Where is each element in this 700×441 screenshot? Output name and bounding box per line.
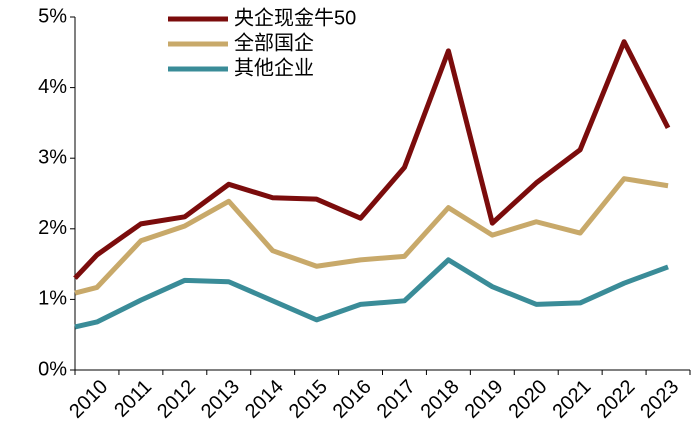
x-tick-label: 2018 — [417, 376, 464, 423]
y-tick-label: 1% — [38, 288, 67, 310]
x-tick-label: 2022 — [592, 376, 639, 423]
x-tick-label: 2021 — [548, 376, 595, 423]
y-tick-label: 2% — [38, 217, 67, 239]
legend-label: 央企现金牛50 — [234, 6, 356, 29]
line-series — [73, 39, 671, 280]
y-tick-label: 5% — [38, 5, 67, 27]
legend-label: 其他企业 — [234, 56, 314, 79]
x-tick-label: 2016 — [329, 376, 376, 423]
line-series — [74, 176, 669, 296]
x-tick-label: 2017 — [373, 376, 420, 423]
y-tick-label: 3% — [38, 146, 67, 168]
x-tick-label: 2013 — [197, 376, 244, 423]
legend-label: 全部国企 — [234, 31, 314, 54]
line-series — [74, 257, 669, 330]
x-tick-label: 2019 — [461, 376, 508, 423]
x-tick-label: 2023 — [636, 376, 683, 423]
x-tick-label: 2014 — [241, 376, 288, 423]
x-tick-label: 2012 — [153, 376, 200, 423]
x-tick-label: 2010 — [65, 376, 112, 423]
x-tick-label: 2011 — [110, 376, 156, 422]
x-tick-label: 2015 — [285, 376, 332, 423]
y-tick-label: 4% — [38, 76, 67, 98]
y-tick-label: 0% — [38, 358, 67, 380]
x-tick-label: 2020 — [504, 376, 551, 423]
